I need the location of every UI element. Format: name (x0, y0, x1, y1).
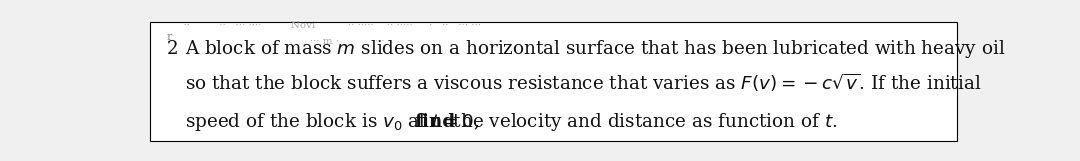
Text: A block of mass $m$ slides on a horizontal surface that has been lubricated with: A block of mass $m$ slides on a horizont… (186, 38, 1005, 60)
Text: ··· m ·          ····: ··· m · ···· (260, 37, 384, 46)
Text: find: find (415, 113, 456, 131)
Text: speed of the block is $v_0$ at $t = 0$,: speed of the block is $v_0$ at $t = 0$, (186, 111, 482, 133)
Text: 2: 2 (166, 40, 178, 58)
Text: r: r (166, 32, 172, 42)
Text: so that the block suffers a viscous resistance that varies as $F(v) = -c\sqrt{v}: so that the block suffers a viscous resi… (186, 72, 982, 94)
Text: ··         ··   ··· ····         Novi          ·· ·····    ·· ·····     ·   ··  : ·· ·· ··· ···· Novi ·· ····· ·· ····· · … (177, 21, 481, 30)
Text: the velocity and distance as function of $t$.: the velocity and distance as function of… (447, 111, 837, 133)
